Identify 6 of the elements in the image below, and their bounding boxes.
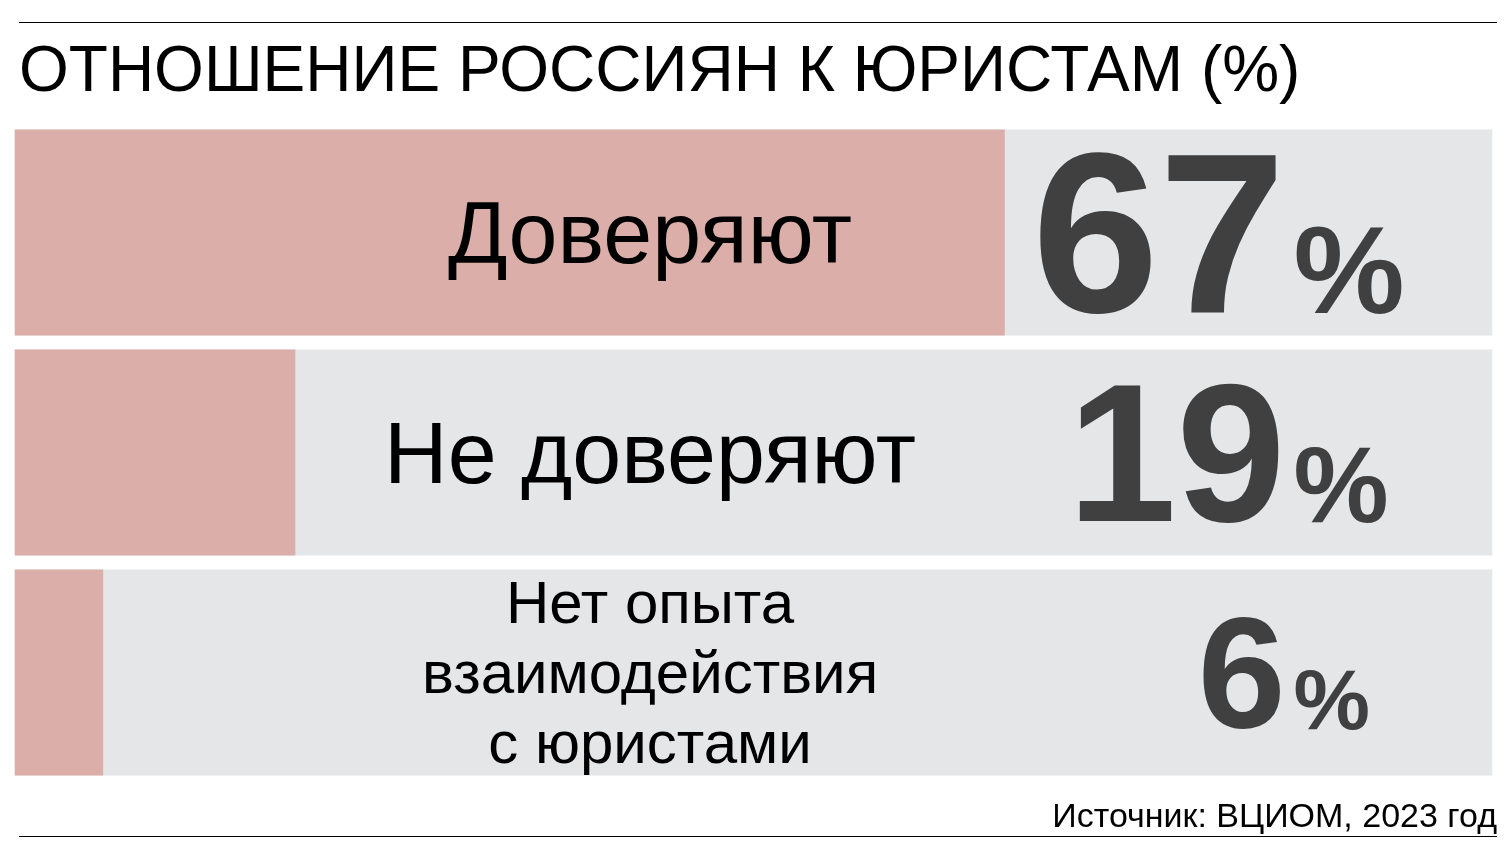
- text: Источник: ВЦИОМ, 2023 год: [1051, 795, 1497, 836]
- y-tick-label: Доверяют: [447, 183, 853, 282]
- chart-title: ОТНОШЕНИЕ РОССИЯН К ЮРИСТАМ (%): [19, 33, 1302, 105]
- y-tick-label: Нет опыта взаимодействия с юристами: [421, 568, 879, 777]
- y-tick-label: Не доверяют: [384, 403, 917, 502]
- data-label: 6%: [1197, 584, 1371, 760]
